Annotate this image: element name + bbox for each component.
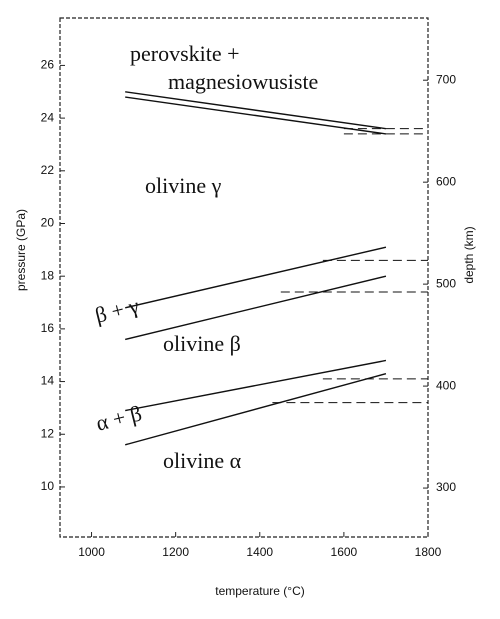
region-label: β + γ bbox=[92, 293, 141, 328]
y-tick-label: 12 bbox=[41, 426, 55, 440]
phase-boundary bbox=[125, 372, 387, 446]
y2-tick-label: 700 bbox=[436, 72, 456, 86]
y-tick-label: 26 bbox=[41, 58, 55, 72]
y-axis-label: pressure (GPa) bbox=[14, 209, 28, 291]
region-label: olivine β bbox=[163, 331, 241, 356]
y-tick-label: 24 bbox=[41, 110, 55, 124]
phase-boundary bbox=[125, 275, 387, 341]
y-tick-label: 14 bbox=[41, 374, 55, 388]
region-label: perovskite + bbox=[130, 41, 240, 66]
region-label: magnesiowusiste bbox=[168, 69, 318, 94]
phase-boundary bbox=[125, 246, 387, 309]
y-tick-label: 18 bbox=[41, 268, 55, 282]
x-tick-label: 1000 bbox=[78, 545, 105, 559]
x-axis-label: temperature (°C) bbox=[215, 584, 305, 598]
y-tick-label: 20 bbox=[41, 216, 55, 230]
phase-boundary bbox=[125, 96, 387, 135]
region-label: olivine α bbox=[163, 448, 242, 473]
y2-tick-label: 500 bbox=[436, 276, 456, 290]
y2-tick-label: 600 bbox=[436, 174, 456, 188]
x-tick-label: 1600 bbox=[331, 545, 358, 559]
y2-tick-label: 300 bbox=[436, 480, 456, 494]
region-label: α + β bbox=[93, 400, 144, 435]
y2-axis-label: depth (km) bbox=[462, 226, 476, 283]
x-tick-label: 1800 bbox=[415, 545, 442, 559]
y-tick-label: 16 bbox=[41, 321, 55, 335]
phase-boundary bbox=[125, 359, 387, 412]
x-tick-label: 1400 bbox=[246, 545, 273, 559]
x-tick-label: 1200 bbox=[162, 545, 189, 559]
plot-frame bbox=[59, 17, 429, 538]
y-tick-label: 22 bbox=[41, 163, 55, 177]
phase-boundary bbox=[125, 91, 387, 130]
y2-tick-label: 400 bbox=[436, 378, 456, 392]
region-label: olivine γ bbox=[145, 173, 222, 198]
y-tick-label: 10 bbox=[41, 479, 55, 493]
